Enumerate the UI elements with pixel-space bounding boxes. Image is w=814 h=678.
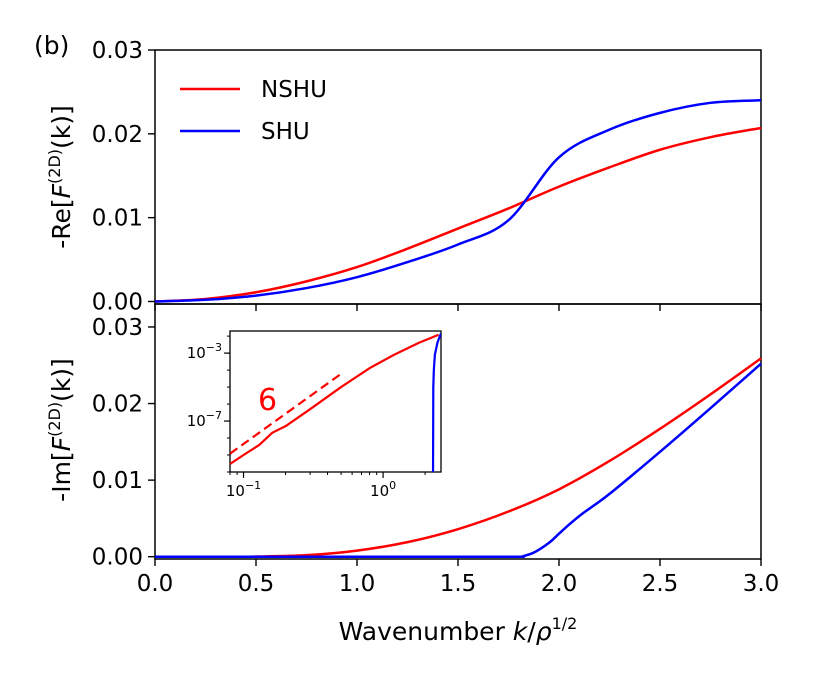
bottom-ytick-label: 0.01: [92, 468, 143, 494]
top-ytick-label: 0.03: [92, 38, 143, 64]
inset-xtick-label: 10−1: [226, 479, 261, 500]
bottom-ylabel: -Im[F(2D)(k)]: [45, 358, 76, 502]
xtick-label: 1.5: [440, 571, 477, 597]
inset-series-nshu: [230, 333, 440, 465]
top-panel: 0.00 0.01 0.02 0.03 -Re[F(2D)(k)] NSHU SHU: [45, 38, 762, 315]
top-ticks: 0.00 0.01 0.02 0.03: [92, 38, 762, 315]
top-ytick-label: 0.02: [92, 122, 143, 148]
inset-ytick-label: 10−3: [187, 341, 222, 362]
bottom-series-shu: [155, 362, 762, 559]
xtick-label: 2.0: [541, 571, 578, 597]
xtick-label: 0.0: [137, 571, 174, 597]
bottom-lines: [154, 357, 762, 559]
inset-panel: 10−1 100 10−3 10−7 6: [187, 330, 442, 500]
inset-xtick-label: 100: [370, 479, 396, 500]
top-axes-frame: [154, 49, 762, 305]
legend-label-nshu: NSHU: [261, 77, 327, 103]
inset-axes-frame: [229, 330, 442, 473]
bottom-ytick-label: 0.03: [92, 315, 143, 341]
inset-ticks: 10−1 100 10−3 10−7: [187, 335, 426, 500]
top-lines: [154, 99, 762, 303]
panel-label: (b): [34, 31, 69, 60]
xtick-label: 1.0: [339, 571, 376, 597]
legend-label-shu: SHU: [261, 119, 310, 145]
inset-series-nshu-fit: [230, 372, 342, 455]
top-ytick-label: 0.00: [92, 289, 143, 315]
inset-clip-group: [230, 333, 441, 472]
bottom-panel: 0.00 0.01 0.02 0.03 0.0 0.5 1.0 1.5 2.0 2.5 3.0 -I…: [45, 303, 780, 646]
top-ytick-label: 0.01: [92, 206, 143, 232]
bottom-ytick-label: 0.02: [92, 392, 143, 418]
inset-ytick-label: 10−7: [187, 409, 222, 430]
inset-series-shu: [431, 333, 441, 472]
legend: NSHU SHU: [180, 77, 327, 145]
xtick-label: 3.0: [743, 571, 780, 597]
xtick-label: 2.5: [642, 571, 679, 597]
top-series-shu: [154, 99, 762, 303]
xlabel: Wavenumber k/ρ1/2: [339, 614, 578, 646]
top-series-nshu: [154, 126, 762, 303]
inset-lines: [230, 333, 441, 472]
inset-slope-annotation: 6: [258, 383, 277, 418]
top-ylabel: -Re[F(2D)(k)]: [45, 105, 76, 249]
xtick-label: 0.5: [238, 571, 275, 597]
bottom-ticks: 0.00 0.01 0.02 0.03 0.0 0.5 1.0 1.5 2.0 2.5 3.0: [92, 315, 780, 597]
bottom-ytick-label: 0.00: [92, 545, 143, 571]
